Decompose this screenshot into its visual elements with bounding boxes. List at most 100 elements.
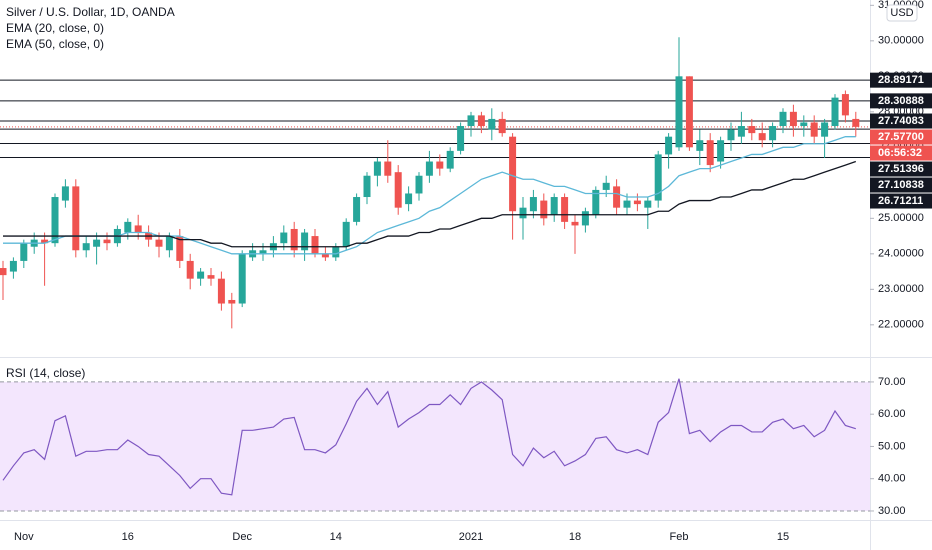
candle-body	[529, 197, 537, 212]
candle-body	[103, 239, 111, 244]
x-tick-label: Dec	[232, 531, 252, 543]
candle-body	[197, 271, 205, 279]
candle-body	[342, 221, 350, 247]
candle-body	[134, 225, 142, 233]
candle-body	[696, 140, 704, 151]
currency-label: USD	[890, 7, 913, 19]
y-tick-label: 70.00	[878, 376, 906, 388]
candle-body	[415, 175, 423, 194]
candle-body	[602, 182, 610, 190]
price-tag	[870, 113, 932, 129]
candle-body	[384, 161, 392, 176]
candle-body	[831, 97, 839, 127]
candle-body	[477, 115, 485, 127]
candle-body	[405, 193, 413, 205]
price-tag	[870, 193, 932, 209]
candle-body	[685, 76, 693, 148]
candle-body	[72, 186, 80, 251]
candle-body	[436, 161, 444, 169]
currency-button	[886, 4, 918, 22]
candle-body	[789, 111, 797, 127]
x-tick-label: Nov	[14, 531, 34, 543]
candle-body	[821, 122, 829, 137]
price-tag-label: 26.71211	[878, 195, 923, 207]
candle-body	[61, 186, 69, 201]
price-tag-label: 27.10838	[878, 179, 924, 191]
candle-body	[488, 118, 496, 130]
candle-body	[644, 200, 652, 208]
candle-body	[509, 136, 517, 212]
countdown-tag	[870, 145, 932, 161]
legend-entry: EMA (50, close, 0)	[6, 37, 104, 51]
candle-body	[748, 126, 756, 134]
candle-body	[623, 200, 631, 208]
pane-title: RSI (14, close)	[6, 366, 85, 380]
candle-body	[363, 175, 371, 198]
x-tick-label: 16	[122, 531, 134, 543]
candle-body	[800, 122, 808, 127]
candle-body	[124, 221, 132, 233]
candle-body	[321, 253, 329, 258]
candle-body	[727, 129, 735, 141]
candle-body	[540, 200, 548, 219]
candle-body	[155, 239, 163, 247]
y-tick-label: 24.00000	[878, 248, 924, 260]
x-tick-label: 2021	[459, 531, 483, 543]
candle-body	[446, 150, 454, 169]
rsi-band	[0, 381, 870, 511]
y-tick-label: 23.00000	[878, 283, 924, 295]
candle-body	[332, 246, 340, 258]
candle-body	[41, 239, 49, 244]
price-tag	[870, 129, 932, 145]
candle-body	[425, 161, 433, 176]
candle-body	[9, 260, 17, 272]
candle-body	[280, 232, 288, 244]
candle-body	[311, 236, 319, 254]
candle-body	[467, 115, 475, 127]
chart-title: Silver / U.S. Dollar, 1D, OANDA	[6, 5, 175, 19]
candle-body	[259, 250, 267, 254]
y-tick-label: 50.00	[878, 440, 906, 452]
candle-body	[93, 239, 101, 247]
price-tag-label: 27.57700	[878, 131, 924, 143]
price-tag	[870, 72, 932, 88]
candle-body	[176, 236, 184, 261]
candle-body	[654, 154, 662, 201]
x-tick-label: 14	[330, 531, 342, 543]
candle-body	[457, 126, 465, 151]
candle-body	[20, 243, 28, 261]
candle-body	[633, 200, 641, 205]
x-tick-label: 15	[777, 531, 789, 543]
candle-body	[706, 140, 714, 166]
x-tick-label: Feb	[670, 531, 689, 543]
price-tag-label: 27.74083	[878, 115, 924, 127]
candle-body	[228, 299, 236, 304]
candle-body	[394, 172, 402, 208]
candle-body	[550, 197, 558, 215]
candle-body	[561, 197, 569, 222]
candle-body	[852, 118, 860, 127]
legend-entry: EMA (20, close, 0)	[6, 21, 104, 35]
candle-body	[737, 126, 745, 137]
candle-body	[207, 275, 215, 279]
y-tick-label: 22.00000	[878, 319, 924, 331]
candle-body	[353, 197, 361, 222]
price-tag	[870, 93, 932, 109]
candle-body	[758, 133, 766, 141]
candle-body	[810, 122, 818, 137]
candle-body	[238, 253, 246, 304]
candle-body	[613, 186, 621, 208]
candle-body	[519, 207, 527, 219]
x-tick-label: 18	[569, 531, 581, 543]
candle-body	[165, 236, 173, 251]
ema-line	[3, 160, 857, 248]
price-tag-label: 28.30888	[878, 95, 924, 107]
candle-body	[841, 94, 849, 116]
price-tag-label: 28.89171	[878, 74, 924, 86]
candle-body	[592, 189, 600, 215]
candle-body	[51, 197, 59, 244]
candle-body	[290, 228, 298, 251]
price-tag	[870, 177, 932, 193]
ema-line	[3, 136, 856, 255]
